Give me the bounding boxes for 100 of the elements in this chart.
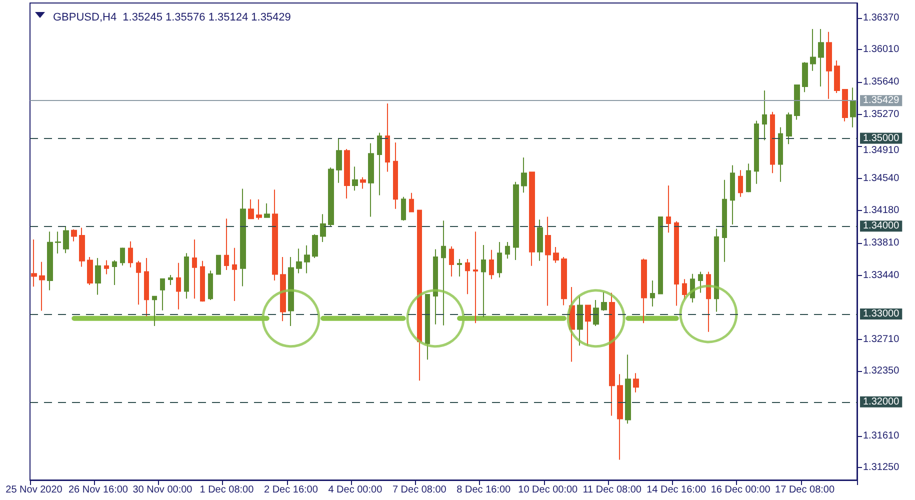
candlestick [754,120,759,184]
candlestick [112,260,117,286]
candlestick [465,258,470,295]
x-tick-label: 26 Nov 16:00 [68,484,128,496]
text: GBPUSD,H4 1.35245 1.35576 1.35124 1.35429 [53,12,291,24]
candlestick [160,278,165,311]
candlestick [441,220,446,326]
x-tick-label: 25 Nov 2020 [6,484,63,496]
candlestick [666,184,671,234]
candlestick [593,300,599,327]
candlestick [425,294,430,360]
ref-line-label: 1.35429 [863,95,900,106]
candlestick [168,274,173,286]
candlestick [810,28,816,72]
candlestick [47,231,53,291]
candlestick [280,256,286,322]
candlestick [272,189,278,282]
candlestick [120,247,125,266]
candlestick [698,271,703,294]
x-tick-label: 10 Dec 00:00 [518,484,578,496]
y-tick-label: 1.31610 [863,430,900,442]
candlestick [802,62,808,93]
x-tick-label: 17 Dec 08:00 [775,484,835,496]
candlestick [794,84,800,120]
candlestick [433,248,438,325]
ref-line-label: 1.33000 [863,308,900,320]
candlestick [31,238,37,288]
candlestick [601,292,607,312]
y-tick-label: 1.35640 [863,76,900,88]
candlestick [730,164,735,225]
candlestick [585,304,591,346]
x-tick-label: 1 Dec 08:00 [200,484,254,496]
candlestick [232,247,237,302]
ref-line-label: 1.32000 [863,396,900,408]
candlestick [304,244,310,274]
candlestick [714,228,719,312]
candlestick [650,280,655,308]
candlestick [248,198,254,220]
x-tick-label: 2 Dec 16:00 [264,484,318,496]
x-tick-label: 4 Dec 00:00 [328,484,383,496]
candlestick [377,132,382,196]
y-tick-label: 1.31250 [863,462,900,474]
candlestick [393,142,398,210]
candlestick [561,256,567,306]
candlestick [385,102,390,172]
candlestick [786,112,792,145]
candlestick [706,271,711,332]
x-tick-label: 16 Dec 00:00 [710,484,771,496]
candlestick [617,374,623,460]
candlestick [87,256,93,286]
y-tick-label: 1.33440 [863,270,900,281]
candlestick [256,198,262,220]
candlestick [216,254,221,275]
candlestick [144,258,149,317]
candlestick [136,260,141,306]
x-tick-label: 7 Dec 08:00 [392,484,447,496]
candlestick [537,219,543,262]
candlestick [609,292,615,416]
candlestick [633,372,639,393]
candlestick [529,171,535,266]
candlestick [497,242,502,278]
candlestick [762,90,767,141]
candlestick [738,170,743,198]
candlestick [553,246,559,264]
x-tick-label: 14 Dec 16:00 [646,484,707,496]
candlestick [505,242,510,260]
ref-line-label: 1.34000 [863,220,900,232]
candlestick [457,258,462,278]
candlestick [641,258,647,324]
candlestick [360,176,366,190]
candlestick [55,231,61,254]
candlestick [264,202,270,218]
candlestick [722,179,727,262]
candlestick [328,167,334,227]
candlestick [674,220,679,306]
candlestick [312,234,318,259]
candlestick [176,262,181,310]
candlestick [79,227,85,268]
candlestick [224,218,229,271]
candlestick [449,246,454,278]
candlestick [770,111,775,174]
y-tick-label: 1.35270 [863,109,900,120]
candlestick [850,87,856,128]
candlestick [95,258,101,296]
candlestick [417,209,422,382]
candlestick [625,354,631,424]
candlestick [63,226,69,254]
candlestick [489,249,494,280]
y-tick-label: 1.32710 [863,334,900,345]
candlestick [521,157,527,194]
y-tick-label: 1.33810 [863,237,900,248]
candlestick [473,231,478,324]
candlestick [39,261,45,312]
candlestick [842,88,848,122]
x-tick-label: 30 Nov 00:00 [132,484,193,496]
candlestick [128,240,133,268]
candlestick [208,270,213,301]
candlestick [152,296,157,327]
candlestick [818,28,824,88]
candlestick [658,216,663,295]
